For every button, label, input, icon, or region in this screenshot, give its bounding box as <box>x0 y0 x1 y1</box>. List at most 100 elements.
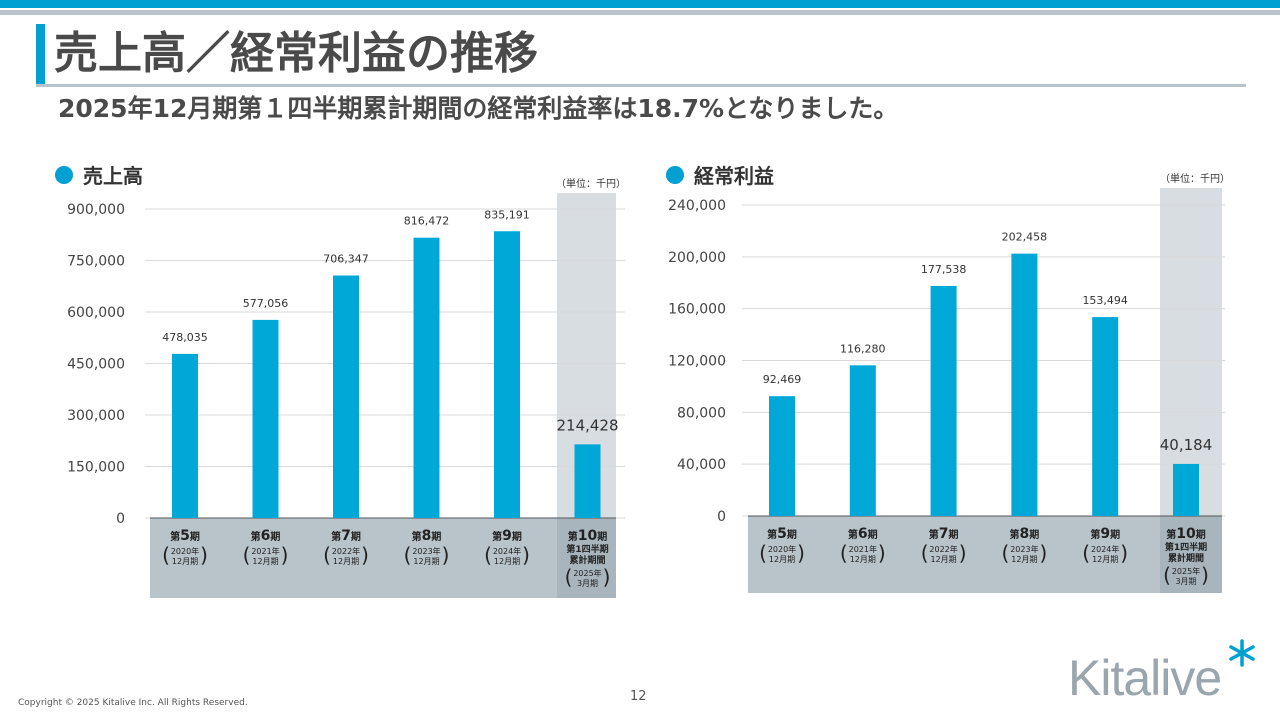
category-detail: 12月期 <box>769 555 795 564</box>
category-detail: 2025年 <box>573 568 601 578</box>
category-label: 第5期 <box>767 526 797 542</box>
sales-bar-chart: 0 150,000 300,000 450,000 600,000 750,000 900,… <box>67 193 625 598</box>
category-label: 第9期 <box>1090 526 1120 542</box>
data-label: 577,056 <box>243 297 289 310</box>
sales-chart-title: 売上高 <box>83 164 143 188</box>
category-detail: 12月期 <box>333 557 359 566</box>
profit-bar-chart: 0 40,000 80,000 120,000 160,000 200,000 240,00… <box>668 188 1225 593</box>
logo-text: Kitalive <box>1068 650 1222 706</box>
y-tick-label: 160,000 <box>668 302 726 318</box>
data-label: 116,280 <box>840 342 886 355</box>
category-detail: 2024年 <box>493 546 521 556</box>
paren-right: ) <box>200 543 208 567</box>
profit-chart-title: 経常利益 <box>694 164 774 188</box>
paren-right: ) <box>959 541 967 565</box>
bar <box>849 365 876 516</box>
data-label: 214,428 <box>556 416 618 434</box>
bar <box>252 319 279 518</box>
category-label: 第6期 <box>848 526 878 542</box>
category-detail: 12月期 <box>931 555 957 564</box>
data-label: 177,538 <box>921 263 967 276</box>
category-detail: 2021年 <box>251 546 279 556</box>
paren-left: ( <box>243 543 251 567</box>
title-accent-bar <box>36 24 45 84</box>
category-axis-band <box>150 518 616 598</box>
bar <box>1092 317 1119 516</box>
category-detail: 2023年 <box>1010 544 1038 554</box>
y-tick-label: 150,000 <box>67 460 125 476</box>
category-label: 第6期 <box>251 528 281 544</box>
paren-right: ) <box>361 543 369 567</box>
paren-left: ( <box>404 543 412 567</box>
bar <box>930 285 957 516</box>
category-detail: 2020年 <box>768 544 796 554</box>
page-title: 売上高／経常利益の推移 <box>54 28 538 79</box>
category-detail: 12月期 <box>1011 555 1037 564</box>
bar <box>413 237 440 518</box>
paren-right: ) <box>797 541 805 565</box>
data-label: 92,469 <box>763 373 802 386</box>
category-detail: 3月期 <box>1175 577 1196 586</box>
profit-chart-heading: 経常利益 <box>666 160 774 189</box>
paren-right: ) <box>603 565 611 589</box>
bar <box>333 275 359 518</box>
y-tick-label: 600,000 <box>67 305 125 321</box>
category-detail: 2024年 <box>1091 544 1119 554</box>
category-label: 第7期 <box>929 526 959 542</box>
bar <box>494 231 520 518</box>
category-detail: 12月期 <box>494 557 520 566</box>
top-gray-bar <box>0 10 1280 15</box>
y-tick-label: 0 <box>717 509 726 525</box>
y-tick-label: 900,000 <box>67 202 125 218</box>
category-label: 第7期 <box>331 528 361 544</box>
data-label: 706,347 <box>323 252 369 265</box>
paren-left: ( <box>921 541 929 565</box>
paren-left: ( <box>323 543 331 567</box>
title-underline <box>36 84 1246 87</box>
paren-right: ) <box>1201 563 1209 587</box>
bar <box>769 396 795 516</box>
profit-unit-label: （単位：千円） <box>1160 174 1230 185</box>
category-detail: 2020年 <box>171 546 199 556</box>
bullet-icon <box>666 165 684 184</box>
bar <box>1011 253 1038 516</box>
y-tick-label: 0 <box>116 511 125 527</box>
category-detail: 12月期 <box>413 557 439 566</box>
category-axis-band <box>748 516 1222 593</box>
category-label: 第5期 <box>170 528 200 544</box>
category-detail: 2021年 <box>849 544 877 554</box>
page-subtitle: 2025年12月期第１四半期累計期間の経常利益率は18.7%となりました。 <box>58 94 899 123</box>
category-label: 第10期 <box>1166 526 1205 542</box>
paren-left: ( <box>759 541 767 565</box>
data-label: 478,035 <box>162 331 208 344</box>
data-label: 835,191 <box>484 208 530 221</box>
category-label: 第10期 <box>568 528 607 544</box>
sales-chart-heading: 売上高 <box>55 160 143 189</box>
paren-left: ( <box>1082 541 1090 565</box>
paren-left: ( <box>1001 541 1009 565</box>
bullet-icon <box>55 165 73 184</box>
paren-left: ( <box>840 541 848 565</box>
category-detail: 3月期 <box>577 579 598 588</box>
kitalive-logo: Kitalive <box>1068 638 1255 708</box>
logo-asterisk-icon <box>1229 639 1255 667</box>
y-tick-label: 300,000 <box>67 408 125 424</box>
y-tick-label: 80,000 <box>677 405 726 421</box>
paren-right: ) <box>1039 541 1047 565</box>
category-axis-highlight <box>1160 516 1222 593</box>
bar <box>172 353 198 518</box>
copyright-text: Copyright © 2025 Kitalive Inc. All Right… <box>18 698 248 708</box>
category-label: 第8期 <box>412 528 442 544</box>
category-detail: 12月期 <box>252 557 278 566</box>
category-sublabel: 累計期間 <box>1168 552 1204 564</box>
paren-left: ( <box>565 565 573 589</box>
y-tick-label: 750,000 <box>67 254 125 270</box>
data-label: 40,184 <box>1160 436 1213 454</box>
y-tick-label: 240,000 <box>668 198 726 214</box>
category-detail: 2022年 <box>929 544 957 554</box>
bar <box>1173 463 1199 516</box>
category-detail: 2023年 <box>412 546 440 556</box>
top-accent-bar <box>0 0 1280 8</box>
paren-right: ) <box>442 543 450 567</box>
paren-left: ( <box>1163 563 1171 587</box>
